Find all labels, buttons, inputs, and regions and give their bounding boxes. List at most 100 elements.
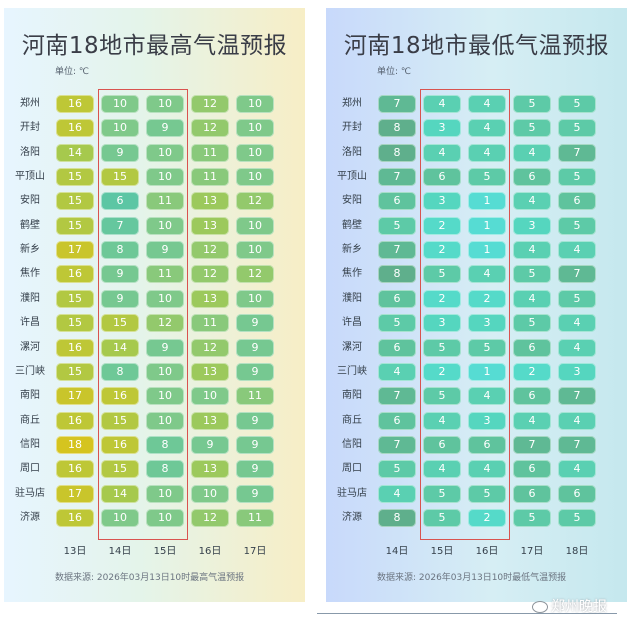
temp-cell: 3 — [423, 192, 461, 211]
temp-cell: 18 — [56, 435, 94, 454]
watermark: 郑州晚报 — [532, 596, 607, 616]
temp-cell: 4 — [468, 95, 506, 113]
temp-cell: 1 — [468, 192, 506, 211]
temp-cell: 17 — [56, 387, 94, 406]
highlight-box — [98, 89, 188, 540]
temp-cell: 8 — [378, 119, 416, 138]
temp-cell: 7 — [558, 387, 596, 406]
temp-cell: 11 — [236, 508, 274, 527]
temp-cell: 7 — [378, 241, 416, 260]
temp-cell: 6 — [513, 168, 551, 187]
temp-cell: 9 — [236, 484, 274, 503]
temp-cell: 6 — [513, 387, 551, 406]
city-label: 洛阳 — [20, 146, 40, 158]
temp-cell: 9 — [146, 338, 184, 357]
temp-cell: 4 — [468, 265, 506, 284]
temp-cell: 15 — [56, 216, 94, 235]
temp-cell: 3 — [468, 411, 506, 430]
temp-cell: 4 — [558, 411, 596, 430]
temp-cell: 16 — [56, 411, 94, 430]
temp-cell: 4 — [468, 387, 506, 406]
day-label: 14日 — [385, 546, 409, 557]
city-label: 三门峡 — [337, 365, 367, 377]
temp-cell: 11 — [146, 192, 184, 211]
city-label: 周口 — [20, 463, 40, 475]
city-label: 鹤壁 — [20, 219, 40, 231]
temp-cell: 12 — [191, 265, 229, 284]
city-label: 新乡 — [20, 244, 40, 256]
temp-cell: 12 — [191, 95, 229, 113]
temp-cell: 4 — [468, 460, 506, 479]
temp-cell: 4 — [378, 362, 416, 381]
temp-cell: 6 — [513, 460, 551, 479]
temp-cell: 7 — [378, 435, 416, 454]
temp-cell: 5 — [558, 508, 596, 527]
day-label: 15日 — [153, 546, 177, 557]
temp-cell: 10 — [191, 484, 229, 503]
temp-cell: 5 — [378, 460, 416, 479]
temp-cell: 17 — [56, 241, 94, 260]
city-label: 信阳 — [342, 438, 362, 450]
panel-title: 河南18地市最高气温预报 — [21, 33, 288, 59]
temp-cell: 5 — [558, 95, 596, 113]
temp-cell: 5 — [378, 216, 416, 235]
temp-cell: 10 — [146, 216, 184, 235]
temp-cell: 10 — [101, 119, 139, 138]
temp-cell: 15 — [56, 314, 94, 333]
temp-cell: 2 — [423, 362, 461, 381]
temp-cell: 8 — [146, 460, 184, 479]
city-label: 许昌 — [20, 317, 40, 329]
temp-cell: 9 — [236, 460, 274, 479]
temp-cell: 6 — [423, 168, 461, 187]
temp-cell: 15 — [101, 168, 139, 187]
temp-cell: 2 — [423, 216, 461, 235]
city-label: 南阳 — [342, 390, 362, 402]
temp-cell: 2 — [423, 241, 461, 260]
city-label: 三门峡 — [15, 365, 45, 377]
city-label: 许昌 — [342, 317, 362, 329]
temp-cell: 2 — [423, 289, 461, 308]
temp-cell: 6 — [558, 484, 596, 503]
day-label: 17日 — [520, 546, 544, 557]
temp-cell: 12 — [191, 338, 229, 357]
city-label: 郑州 — [20, 98, 40, 109]
temp-cell: 5 — [423, 338, 461, 357]
data-source-note: 数据来源: 2026年03月13日10时最低气温预报 — [377, 573, 567, 583]
unit-label: 单位: ℃ — [377, 67, 412, 77]
temp-cell: 7 — [101, 216, 139, 235]
temp-cell: 15 — [56, 362, 94, 381]
temp-cell: 10 — [146, 289, 184, 308]
temp-cell: 13 — [191, 192, 229, 211]
temp-cell: 9 — [236, 314, 274, 333]
temp-cell: 7 — [378, 387, 416, 406]
temp-cell: 16 — [56, 95, 94, 113]
city-label: 安阳 — [20, 195, 40, 207]
temp-cell: 9 — [146, 119, 184, 138]
temp-cell: 14 — [101, 338, 139, 357]
city-label: 驻马店 — [15, 487, 45, 499]
city-label: 周口 — [342, 463, 362, 475]
temp-cell: 9 — [236, 338, 274, 357]
temp-cell: 8 — [146, 435, 184, 454]
temp-cell: 5 — [513, 119, 551, 138]
temp-cell: 15 — [101, 314, 139, 333]
temp-cell: 16 — [56, 119, 94, 138]
city-label: 商丘 — [20, 414, 40, 426]
temp-cell: 10 — [236, 168, 274, 187]
temp-cell: 9 — [101, 265, 139, 284]
day-label: 13日 — [63, 546, 87, 557]
temp-cell: 12 — [191, 241, 229, 260]
temp-cell: 12 — [236, 192, 274, 211]
temp-cell: 14 — [56, 143, 94, 162]
temp-cell: 2 — [468, 289, 506, 308]
temp-cell: 9 — [101, 289, 139, 308]
temp-cell: 11 — [191, 168, 229, 187]
city-label: 洛阳 — [342, 146, 362, 158]
temp-cell: 7 — [558, 265, 596, 284]
unit-label: 单位: ℃ — [55, 67, 90, 77]
temp-cell: 10 — [236, 289, 274, 308]
temp-cell: 5 — [468, 338, 506, 357]
temp-cell: 9 — [146, 241, 184, 260]
temp-cell: 1 — [468, 362, 506, 381]
temp-cell: 6 — [558, 192, 596, 211]
